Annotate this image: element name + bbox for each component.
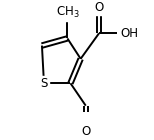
Text: CH$_3$: CH$_3$ — [56, 5, 79, 20]
Text: OH: OH — [120, 27, 138, 40]
Text: O: O — [94, 1, 104, 14]
Text: O: O — [81, 125, 90, 138]
Text: S: S — [40, 77, 48, 90]
